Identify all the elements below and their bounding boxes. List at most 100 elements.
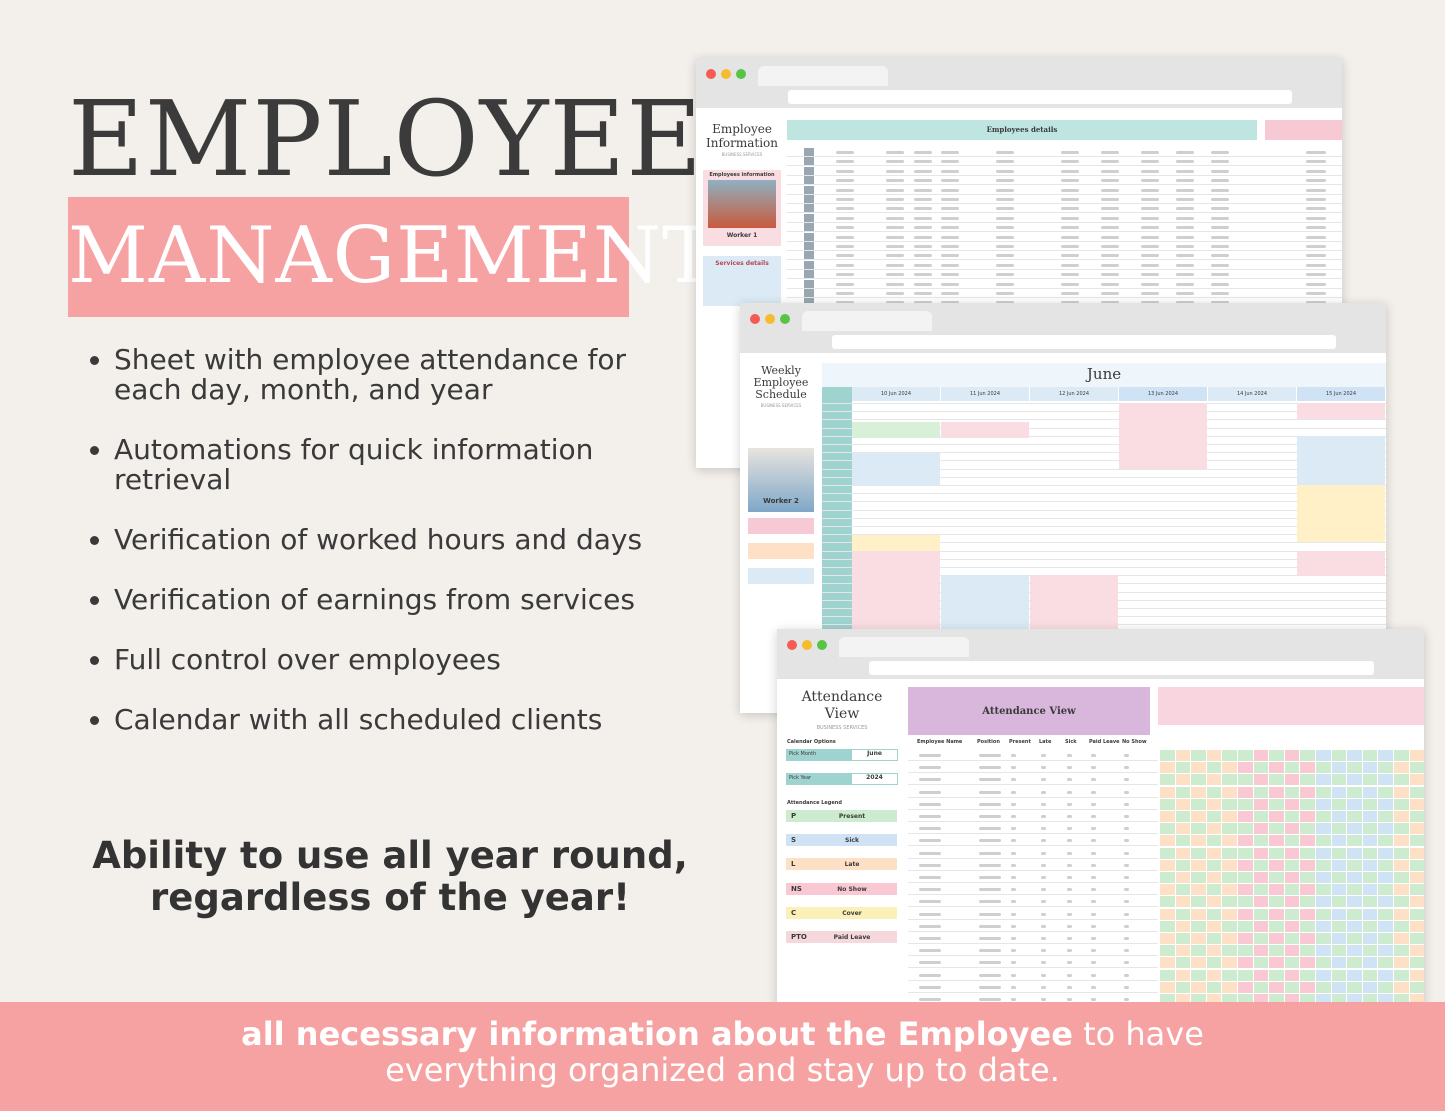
day-cell (1160, 859, 1175, 871)
cell (1011, 778, 1016, 782)
cell (996, 245, 1014, 248)
cell (914, 179, 932, 183)
day-cell (1409, 774, 1424, 786)
column-header: No Show (1122, 739, 1147, 745)
cell (1011, 998, 1016, 1001)
day-cell (1409, 933, 1424, 944)
day-cell (1300, 969, 1315, 981)
photo (804, 260, 814, 269)
day-cell (1253, 750, 1269, 761)
row-line (787, 240, 1342, 242)
row-line (908, 760, 1158, 761)
row-line (822, 558, 1386, 560)
cell (979, 778, 1001, 782)
day-cell (1347, 859, 1362, 871)
day-cell (1206, 798, 1222, 810)
cell (1306, 151, 1326, 154)
cell (1101, 292, 1119, 295)
day-cell (1362, 957, 1378, 969)
cell (1124, 998, 1129, 1001)
cell (1306, 301, 1326, 305)
day-cell (1409, 981, 1424, 993)
day-cell (1191, 872, 1206, 883)
option-value[interactable]: June (852, 750, 897, 760)
day-cell (1269, 933, 1284, 944)
cell (1176, 188, 1194, 192)
day-cell (1206, 872, 1222, 883)
day-cell (1378, 981, 1393, 993)
cell (1041, 802, 1046, 806)
day-cell (1394, 859, 1409, 871)
appointment (852, 575, 940, 633)
day-cell (1300, 798, 1315, 810)
day-cell (1160, 994, 1175, 1005)
cell (836, 235, 854, 239)
cell (1141, 245, 1159, 248)
row-line (787, 297, 1342, 298)
cell (1011, 790, 1016, 794)
day-cell (1378, 920, 1393, 932)
cell (1067, 937, 1072, 940)
row-line (908, 882, 1158, 883)
row-line (908, 906, 1158, 908)
cell (1041, 863, 1046, 867)
cell (1211, 254, 1229, 258)
cell (1091, 839, 1096, 843)
cell (996, 207, 1014, 211)
option-value[interactable]: 2024 (852, 774, 897, 784)
day-cell (1362, 945, 1378, 957)
day-cell (1160, 933, 1175, 944)
cell (914, 226, 932, 230)
cell (1124, 924, 1129, 928)
day-cell (1362, 994, 1378, 1005)
cell (1011, 924, 1016, 928)
cell (1176, 282, 1194, 286)
day-cell (1269, 896, 1284, 908)
legend-box (786, 906, 897, 919)
tagline-line: regardless of the year! (150, 876, 630, 919)
day-cell (1331, 933, 1347, 944)
section: Services details (715, 260, 769, 267)
cell (1101, 151, 1119, 154)
day-cell (1300, 750, 1315, 761)
cell (886, 207, 904, 211)
legend-label: Cover (842, 909, 862, 917)
title: EMPLOYEE (68, 78, 704, 200)
day-cell (1253, 798, 1269, 810)
day-cell (1378, 762, 1393, 774)
day-cell (1362, 981, 1378, 993)
cell (1176, 198, 1194, 201)
cell (1141, 301, 1159, 305)
day-cell (1269, 969, 1284, 981)
cell (1061, 216, 1079, 220)
cell (836, 301, 854, 305)
cell (1306, 254, 1326, 258)
day-cell (1316, 835, 1331, 847)
cell (1211, 169, 1229, 173)
photo (804, 176, 814, 185)
photo (804, 195, 814, 203)
day-cell (1362, 884, 1378, 896)
day-cell (1409, 884, 1424, 896)
day-cell (1160, 884, 1175, 896)
day-cell (1316, 872, 1331, 883)
footer-text: to have everything organized and stay up… (385, 1015, 1204, 1089)
day-cell (1253, 811, 1269, 822)
cell (996, 301, 1014, 305)
day-cell (1160, 811, 1175, 822)
day-cell (1269, 786, 1284, 798)
row-line (908, 808, 1158, 810)
day-cell (1362, 969, 1378, 981)
cell (1124, 973, 1129, 977)
day-cell (1316, 981, 1331, 993)
day-cell (1269, 859, 1284, 871)
day-cell (1409, 762, 1424, 774)
day-cell (1347, 786, 1362, 798)
row-line (822, 542, 1386, 544)
day-cell (1284, 835, 1300, 847)
row-line (908, 930, 1158, 932)
day-cell (1394, 994, 1409, 1005)
row-line (822, 509, 1386, 511)
day-cell (1284, 994, 1300, 1005)
option-label: Pick Month (789, 751, 817, 757)
